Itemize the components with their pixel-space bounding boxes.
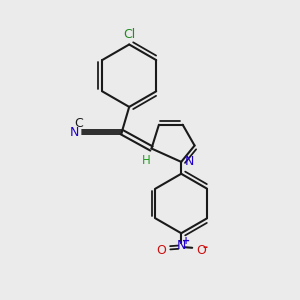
Text: -: - bbox=[202, 241, 208, 254]
Text: O: O bbox=[197, 244, 206, 257]
Text: N: N bbox=[176, 238, 186, 252]
Text: H: H bbox=[142, 154, 151, 167]
Text: C: C bbox=[74, 117, 83, 130]
Text: N: N bbox=[70, 126, 79, 139]
Text: O: O bbox=[156, 244, 166, 257]
Text: +: + bbox=[182, 236, 190, 246]
Text: N: N bbox=[185, 155, 194, 168]
Text: Cl: Cl bbox=[123, 28, 135, 41]
